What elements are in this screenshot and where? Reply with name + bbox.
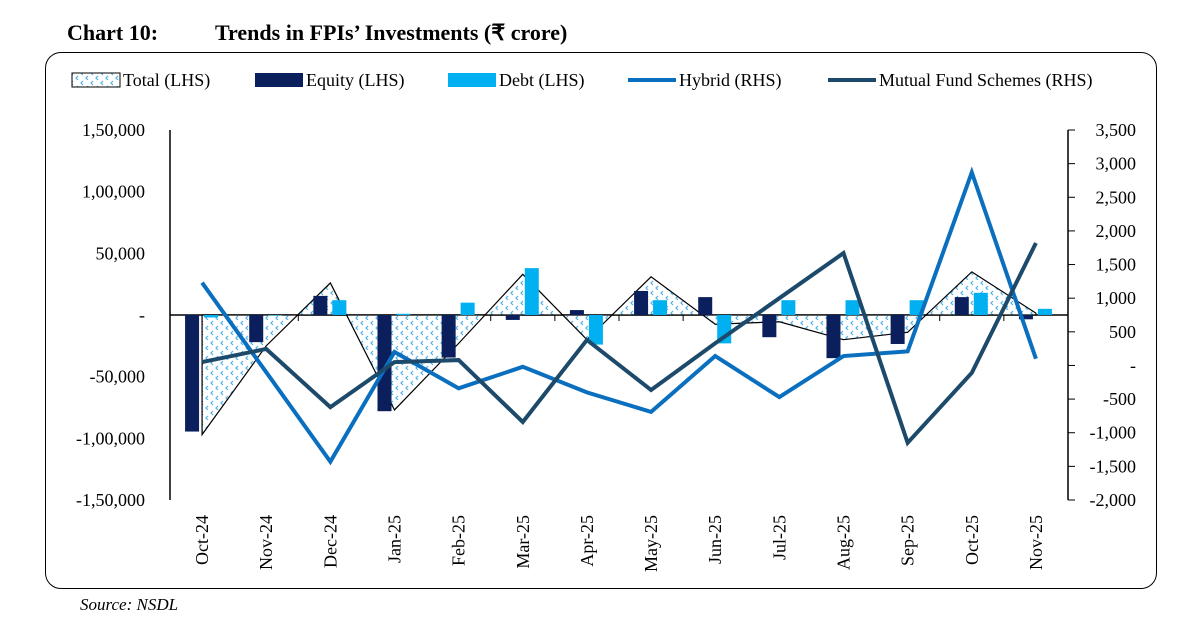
x-tick-label: Nov-24 — [256, 515, 276, 570]
right-tick-label: 1,500 — [1096, 255, 1137, 275]
x-tick-label: Sep-25 — [898, 515, 918, 566]
legend-label: Equity (LHS) — [306, 70, 405, 91]
debt-bar — [845, 300, 860, 315]
debt-bar — [973, 292, 988, 315]
left-tick-label: -1,00,000 — [76, 428, 145, 448]
equity-bar — [185, 315, 200, 432]
x-tick-label: Jan-25 — [385, 515, 405, 563]
x-tick-label: Feb-25 — [449, 515, 469, 566]
x-tick-label: Mar-25 — [513, 515, 533, 569]
debt-bar — [332, 300, 347, 315]
left-tick-label: 1,00,000 — [82, 182, 145, 202]
equity-bar — [377, 315, 392, 412]
debt-bar — [1037, 308, 1052, 315]
legend-label: Mutual Fund Schemes (RHS) — [879, 70, 1093, 91]
equity-bar — [569, 310, 584, 315]
chart-title: Trends in FPIs’ Investments (₹ crore) — [215, 20, 568, 45]
debt-bar — [396, 313, 411, 315]
x-tick-label: May-25 — [641, 515, 661, 572]
right-tick-label: -1,500 — [1090, 456, 1137, 476]
total-area — [201, 271, 1037, 437]
equity-bar — [505, 315, 520, 320]
legend-label: Total (LHS) — [123, 70, 210, 91]
marks — [185, 166, 1052, 466]
right-tick-label: - — [1130, 355, 1136, 375]
equity-bar — [698, 297, 713, 315]
debt-bar — [588, 315, 603, 345]
equity-bar — [954, 297, 969, 315]
x-tick-label: Aug-25 — [834, 515, 854, 570]
x-tick-label: Jun-25 — [705, 515, 725, 564]
x-tick-label: Oct-24 — [192, 515, 212, 565]
right-tick-label: 2,500 — [1096, 187, 1137, 207]
legend-swatch-bar — [448, 73, 496, 87]
axes: -1,50,000-1,00,000-50,000-50,0001,00,000… — [76, 120, 1136, 572]
equity-bar — [249, 315, 264, 343]
right-tick-label: 3,000 — [1096, 154, 1137, 174]
chart-number: Chart 10: — [67, 20, 159, 45]
x-tick-label: Nov-25 — [1026, 515, 1046, 570]
right-tick-label: 1,000 — [1096, 288, 1137, 308]
left-tick-label: -1,50,000 — [76, 490, 145, 510]
equity-bar — [826, 315, 841, 359]
equity-bar — [441, 315, 456, 358]
right-tick-label: 3,500 — [1096, 120, 1137, 140]
debt-bar — [653, 300, 668, 315]
equity-bar — [762, 315, 777, 338]
debt-bar — [204, 315, 219, 318]
left-tick-label: -50,000 — [90, 367, 146, 387]
right-tick-label: 2,000 — [1096, 221, 1137, 241]
left-tick-label: - — [139, 305, 145, 325]
chart-frame — [45, 52, 1157, 589]
right-tick-label: 500 — [1109, 322, 1136, 342]
debt-bar — [781, 300, 796, 315]
source-note: Source: NSDL — [80, 595, 179, 614]
legend-swatch-total — [71, 72, 121, 88]
debt-bar — [524, 268, 539, 315]
equity-bar — [313, 295, 328, 315]
legend-swatch-bar — [255, 73, 303, 87]
left-tick-label: 50,000 — [96, 243, 146, 263]
equity-bar — [890, 315, 905, 344]
mutual-fund-line — [201, 242, 1038, 447]
debt-bar — [460, 302, 475, 315]
equity-bar — [634, 290, 649, 315]
legend: Total (LHS) Equity (LHS) Debt (LHS) Hybrid … — [71, 70, 1093, 91]
legend-label: Debt (LHS) — [499, 70, 584, 91]
x-tick-label: Dec-24 — [320, 515, 340, 568]
x-tick-label: Apr-25 — [577, 515, 597, 567]
right-tick-label: -2,000 — [1090, 490, 1137, 510]
right-tick-label: -500 — [1103, 389, 1136, 409]
legend-label: Hybrid (RHS) — [679, 70, 782, 91]
left-tick-label: 1,50,000 — [82, 120, 145, 140]
equity-bar — [1018, 315, 1033, 320]
hybrid-line — [200, 166, 1038, 466]
right-tick-label: -1,000 — [1090, 423, 1137, 443]
debt-bar — [268, 315, 283, 316]
x-tick-label: Jul-25 — [769, 515, 789, 560]
x-tick-label: Oct-25 — [962, 515, 982, 565]
